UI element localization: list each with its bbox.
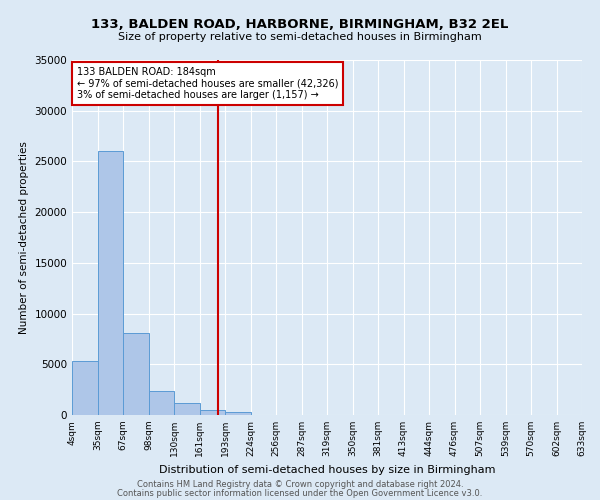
- Bar: [199, 410, 225, 415]
- Text: 133 BALDEN ROAD: 184sqm
← 97% of semi-detached houses are smaller (42,326)
3% of: 133 BALDEN ROAD: 184sqm ← 97% of semi-de…: [77, 67, 338, 100]
- Bar: [97, 152, 123, 415]
- Bar: [174, 403, 199, 415]
- Text: Contains HM Land Registry data © Crown copyright and database right 2024.: Contains HM Land Registry data © Crown c…: [137, 480, 463, 489]
- Bar: [225, 412, 251, 415]
- Bar: [149, 390, 174, 415]
- Y-axis label: Number of semi-detached properties: Number of semi-detached properties: [19, 141, 29, 334]
- Bar: [72, 361, 97, 415]
- Text: 133, BALDEN ROAD, HARBORNE, BIRMINGHAM, B32 2EL: 133, BALDEN ROAD, HARBORNE, BIRMINGHAM, …: [91, 18, 509, 30]
- X-axis label: Distribution of semi-detached houses by size in Birmingham: Distribution of semi-detached houses by …: [159, 464, 495, 474]
- Bar: [123, 333, 149, 415]
- Text: Size of property relative to semi-detached houses in Birmingham: Size of property relative to semi-detach…: [118, 32, 482, 42]
- Text: Contains public sector information licensed under the Open Government Licence v3: Contains public sector information licen…: [118, 488, 482, 498]
